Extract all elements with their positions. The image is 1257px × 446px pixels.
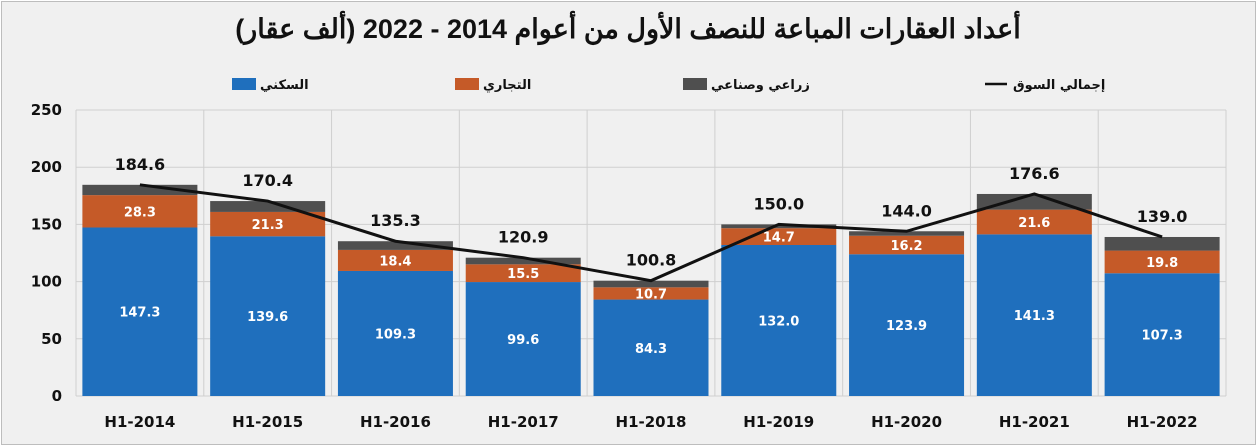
bar-segment-0 [976,234,1092,396]
segment-value-label: 19.8 [1146,256,1178,271]
bar-segment-1 [1104,250,1220,274]
y-tick-label: 0 [52,387,62,405]
bar-segment-1 [210,211,326,237]
legend-swatch [455,78,479,90]
bar-segment-1 [721,228,837,245]
segment-value-label: 21.6 [1018,216,1050,231]
bar-segment-2 [721,224,837,229]
bar-segment-0 [337,270,453,396]
total-value-label: 150.0 [753,194,804,213]
bar-segment-0 [849,254,965,396]
y-tick-label: 50 [41,330,62,348]
bars: 147.3 28.3 139.6 21.3 109.3 18.4 99.6 15.5 84.3 1… [82,184,1220,396]
x-tick-label: H1-2020 [871,413,942,431]
legend-swatch [683,78,707,90]
segment-value-label: 132.0 [758,314,799,329]
segment-value-label: 109.3 [375,327,416,342]
bar-segment-2 [976,193,1092,210]
x-tick-label: H1-2014 [104,413,175,431]
total-value-label: 120.9 [498,228,549,247]
segment-value-label: 15.5 [507,267,539,282]
segment-value-label: 107.3 [1142,329,1183,344]
legend-label: السكني [260,78,309,93]
segment-value-label: 14.7 [763,231,795,246]
bar-segment-0 [1104,273,1220,396]
bar-segment-1 [849,235,965,255]
y-tick-label: 150 [31,215,62,233]
segment-value-label: 147.3 [119,306,160,321]
total-line-path [139,183,1163,283]
total-value-label: 144.0 [881,201,932,220]
x-tick-label: H1-2019 [743,413,814,431]
bar-segment-0 [721,244,837,396]
x-tick-label: H1-2018 [616,413,687,431]
x-tick-label: H1-2017 [488,413,559,431]
segment-value-label: 123.9 [886,319,927,334]
total-value-label: 170.4 [242,171,293,190]
segment-value-label: 139.6 [247,310,288,325]
segment-value-label: 99.6 [507,333,539,348]
total-value-label: 100.8 [626,251,677,270]
segment-value-label: 16.2 [891,239,923,254]
bar-segment-2 [337,241,453,250]
x-tick-label: H1-2015 [232,413,303,431]
bar-segment-1 [976,209,1092,235]
segment-value-label: 84.3 [635,342,667,357]
segment-value-label: 21.3 [252,218,284,233]
bar-segment-2 [210,201,326,212]
bar-segment-0 [593,299,709,396]
bar-segment-2 [465,257,581,265]
chart-title: أعداد العقارات المباعة للنصف الأول من أع… [235,11,1021,46]
x-tick-label: H1-2021 [999,413,1070,431]
total-value-label: 184.6 [115,155,166,174]
x-tick-label: H1-2016 [360,413,431,431]
segment-value-label: 10.7 [635,287,667,302]
segment-value-label: 18.4 [379,254,411,269]
bar-segment-0 [82,227,198,396]
axes: 0 50 100 150 200 250 H1-2014 H1-2015 H1-2016 H1-2… [31,101,1198,431]
bar-segment-1 [82,195,198,228]
total-value-label: 176.6 [1009,164,1060,183]
total-value-label: 139.0 [1137,207,1188,226]
bar-segment-1 [593,287,709,300]
y-tick-label: 200 [31,158,62,176]
legend-swatch [232,78,256,90]
bar-segment-2 [1104,236,1220,251]
legend-label: زراعي وصناعي [711,78,810,93]
bar-segment-0 [210,236,326,396]
bar-segment-0 [465,282,581,396]
bar-segment-1 [465,264,581,283]
y-tick-label: 250 [31,101,62,119]
total-line: 184.6 170.4 135.3 120.9 100.8 150.0 144.0 176.6… [115,155,1188,283]
segment-value-label: 28.3 [124,205,156,220]
y-tick-label: 100 [31,273,62,291]
bar-segment-2 [593,280,709,288]
segment-value-label: 141.3 [1014,309,1055,324]
legend-label: التجاري [483,78,531,93]
bar-segment-1 [337,249,453,271]
legend-label: إجمالي السوق [1013,78,1105,93]
bar-segment-2 [849,231,965,236]
bar-segment-2 [82,184,198,196]
legend: إجمالي السوق زراعي وصناعي التجاري السكني [232,78,1105,93]
x-tick-label: H1-2022 [1127,413,1198,431]
total-value-label: 135.3 [370,211,421,230]
